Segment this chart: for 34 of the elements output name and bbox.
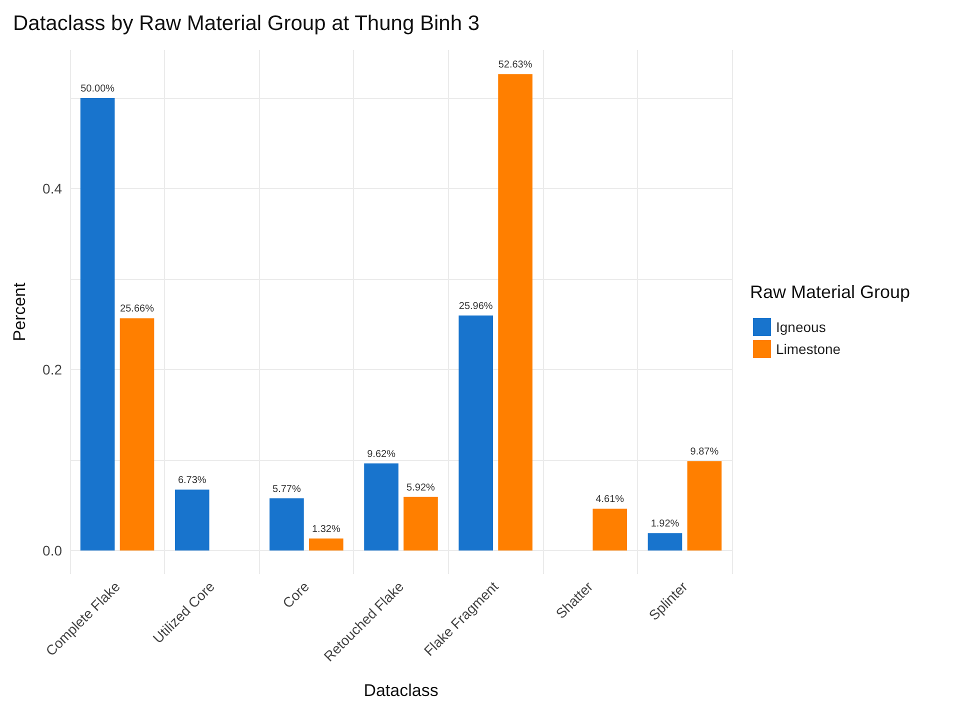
data-label: 9.62%	[367, 448, 396, 460]
bar	[270, 498, 304, 550]
y-tick-label: 0.2	[42, 361, 62, 378]
legend-label: Limestone	[776, 341, 841, 357]
bar	[174, 490, 210, 550]
data-label: 25.66%	[120, 304, 154, 315]
data-label: 6.73%	[178, 475, 206, 486]
x-tick-label: Core	[279, 578, 312, 612]
bar	[648, 533, 682, 550]
data-label: 4.61%	[596, 494, 624, 506]
legend-label: Igneous	[776, 319, 826, 335]
chart-title: Dataclass by Raw Material Group at Thung Binh 3	[13, 12, 480, 35]
bar	[404, 496, 438, 550]
bar	[309, 538, 344, 550]
y-tick-label: 0.4	[42, 180, 62, 196]
bar	[687, 461, 722, 550]
bar	[458, 316, 493, 550]
data-label: 1.92%	[650, 518, 680, 530]
data-label: 5.77%	[272, 484, 301, 495]
data-label: 52.63%	[498, 60, 532, 71]
x-axis-title: Dataclass	[364, 681, 438, 700]
data-label: 25.96%	[458, 301, 493, 312]
bar	[498, 74, 532, 550]
legend-title: Raw Material Group	[750, 282, 910, 302]
bar	[364, 463, 398, 550]
data-label: 9.87%	[690, 446, 719, 458]
bar	[120, 318, 154, 550]
bar	[80, 98, 115, 550]
y-axis-title: Percent	[10, 282, 29, 342]
y-tick-label: 0.0	[42, 542, 62, 558]
data-label: 50.00%	[80, 83, 115, 94]
bar	[592, 508, 628, 550]
data-label: 1.32%	[312, 524, 340, 536]
data-label: 5.92%	[406, 482, 436, 494]
